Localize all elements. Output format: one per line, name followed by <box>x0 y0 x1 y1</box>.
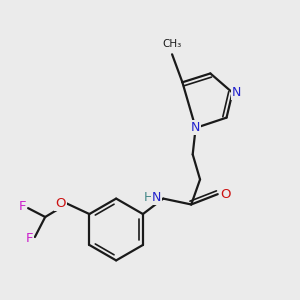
Text: CH₃: CH₃ <box>163 39 182 49</box>
Text: O: O <box>221 188 231 201</box>
Text: F: F <box>25 232 33 245</box>
Text: N: N <box>191 122 200 134</box>
Text: O: O <box>55 197 65 210</box>
Text: F: F <box>19 200 26 213</box>
Text: N: N <box>232 86 242 99</box>
Text: H: H <box>143 190 153 204</box>
Text: N: N <box>152 190 161 204</box>
